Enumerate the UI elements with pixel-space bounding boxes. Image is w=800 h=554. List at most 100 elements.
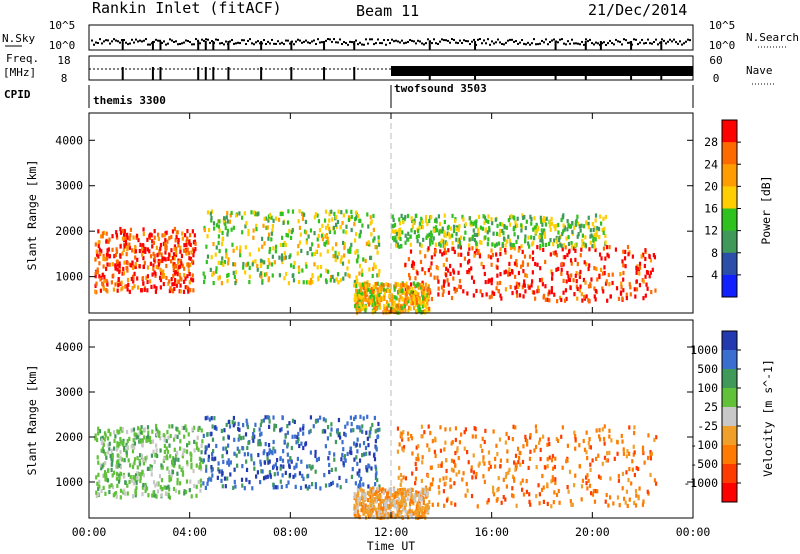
scatter-cell [369, 494, 372, 500]
scatter-cell [591, 244, 594, 249]
scatter-cell [139, 439, 142, 444]
scatter-cell [305, 230, 308, 235]
scatter-cell [111, 473, 114, 478]
scatter-cell [404, 233, 407, 238]
scatter-cell [128, 236, 131, 241]
scatter-cell [375, 296, 378, 301]
scatter-cell [484, 428, 487, 433]
nave-gap-mark [151, 67, 154, 80]
scatter-cell [234, 270, 238, 275]
scatter-cell [120, 280, 123, 285]
scatter-cell [641, 445, 645, 450]
scatter-cell [164, 257, 167, 262]
scatter-cell [413, 495, 416, 500]
scatter-cell [328, 469, 331, 475]
scatter-cell [430, 296, 434, 302]
nsky-point [165, 43, 167, 46]
scatter-cell [117, 283, 120, 288]
scatter-cell [375, 510, 378, 516]
nsearch-tick-bottom: 10^0 [709, 39, 736, 52]
scatter-cell [134, 255, 137, 260]
nsky-point [567, 40, 569, 43]
scatter-cell [126, 277, 130, 283]
scatter-cell [235, 278, 238, 284]
scatter-cell [400, 509, 403, 515]
scatter-cell [388, 294, 391, 299]
scatter-cell [606, 451, 609, 456]
scatter-cell [217, 219, 220, 224]
scatter-cell [490, 217, 493, 222]
scatter-cell [176, 267, 179, 272]
scatter-cell [555, 492, 559, 498]
scatter-cell [398, 228, 401, 233]
scatter-cell [209, 267, 212, 272]
scatter-cell [173, 286, 176, 292]
nsky-point [413, 40, 415, 43]
scatter-cell [356, 492, 360, 498]
scatter-cell [150, 233, 153, 238]
nave-gap-mark [353, 67, 356, 80]
scatter-cell [426, 473, 430, 479]
scatter-cell [524, 273, 527, 278]
scatter-cell [472, 470, 475, 475]
scatter-cell [412, 265, 415, 271]
scatter-cell [118, 475, 121, 480]
scatter-cell [245, 221, 248, 226]
scatter-cell [541, 434, 545, 439]
nsky-point [455, 41, 457, 44]
scatter-cell [325, 268, 328, 273]
scatter-cell [596, 277, 599, 282]
scatter-cell [217, 276, 220, 281]
nsky-gap-mark [660, 41, 663, 50]
nsky-point [535, 43, 537, 46]
nsky-point [453, 38, 455, 41]
scatter-cell [257, 452, 260, 458]
scatter-cell [471, 234, 474, 239]
scatter-cell [188, 488, 191, 493]
scatter-cell [109, 432, 112, 437]
scatter-cell [100, 438, 104, 443]
scatter-cell [490, 255, 493, 260]
scatter-cell [538, 440, 541, 445]
nsky-gap-mark [121, 41, 124, 50]
scatter-cell [473, 238, 476, 243]
scatter-cell [541, 473, 544, 479]
y-tick-label: 2000 [55, 430, 83, 444]
scatter-cell [600, 221, 603, 226]
scatter-cell [509, 222, 512, 227]
scatter-cell [578, 464, 582, 469]
scatter-cell [630, 481, 633, 486]
scatter-cell [462, 471, 465, 476]
scatter-cell [195, 445, 199, 451]
scatter-cell [150, 284, 153, 290]
scatter-cell [101, 464, 104, 469]
scatter-cell [458, 224, 461, 229]
nsky-point [387, 38, 389, 41]
scatter-cell [326, 236, 329, 241]
scatter-cell [98, 274, 101, 279]
scatter-cell [567, 489, 570, 494]
scatter-cell [112, 446, 116, 451]
scatter-cell [470, 266, 473, 271]
scatter-cell [248, 279, 251, 285]
nsky-gap-mark [630, 41, 633, 50]
scatter-cell [372, 238, 375, 243]
scatter-cell [237, 421, 240, 427]
scatter-cell [282, 256, 286, 261]
nsky-point [573, 42, 575, 45]
nsky-point [253, 43, 255, 46]
scatter-cell [178, 481, 182, 486]
nsky-point [499, 41, 501, 44]
scatter-cell [128, 245, 131, 250]
scatter-cell [168, 474, 171, 479]
scatter-cell [635, 465, 638, 471]
nsky-point [137, 40, 139, 43]
nsky-point [593, 43, 595, 46]
scatter-cell [130, 276, 133, 282]
scatter-cell [575, 284, 578, 289]
scatter-cell [129, 463, 132, 468]
scatter-cell [391, 511, 394, 516]
scatter-cell [221, 237, 224, 242]
scatter-cell [404, 262, 407, 267]
nsky-point [269, 42, 271, 45]
